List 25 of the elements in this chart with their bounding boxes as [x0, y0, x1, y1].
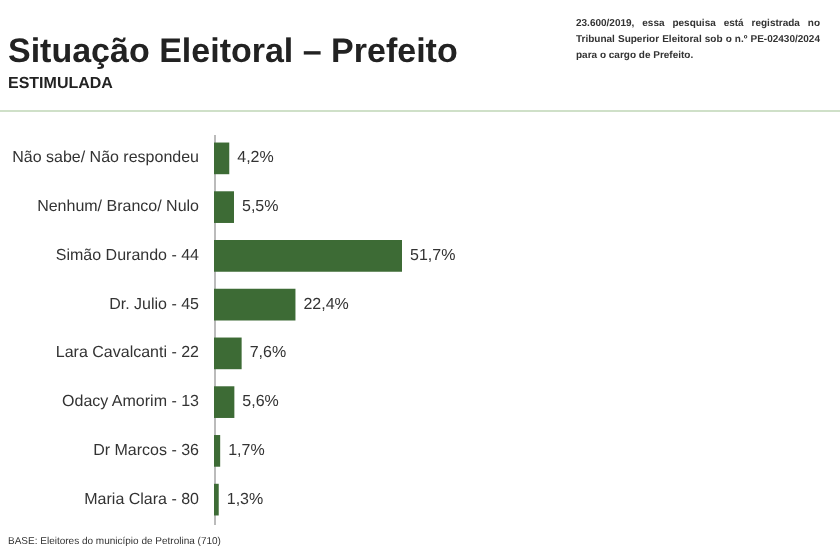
bar [214, 142, 230, 175]
data-label: 4,2% [237, 148, 274, 167]
chart-title: Situação Eleitoral – Prefeito [8, 32, 458, 72]
bar [214, 288, 296, 321]
bar [214, 191, 234, 223]
y-tick-label: Maria Clara - 80 [84, 489, 201, 508]
y-tick-label: Simão Durando - 44 [55, 245, 201, 264]
text: ESTIMULADA [8, 74, 113, 92]
y-tick-label: Lara Cavalcanti - 22 [55, 343, 201, 362]
y-tick-label: Dr. Julio - 45 [109, 294, 201, 313]
bar [214, 240, 402, 272]
data-label: 51,7% [410, 245, 456, 264]
data-label: 5,6% [242, 392, 279, 411]
bar [214, 386, 235, 418]
data-label: 5,5% [242, 197, 279, 216]
data-label: 1,7% [228, 440, 265, 459]
data-label: 1,3% [226, 489, 264, 508]
data-label: 7,6% [249, 343, 287, 362]
y-tick-label: Dr Marcos - 36 [93, 440, 201, 459]
data-label: 22,4% [303, 294, 349, 313]
bar [214, 337, 242, 370]
y-tick-label: Odacy Amorim - 13 [62, 392, 201, 411]
y-tick-label: Não sabe/ Não respondeu [12, 148, 199, 167]
y-tick-label: Nenhum/ Branco/ Nulo [37, 197, 201, 216]
bar [214, 435, 221, 467]
